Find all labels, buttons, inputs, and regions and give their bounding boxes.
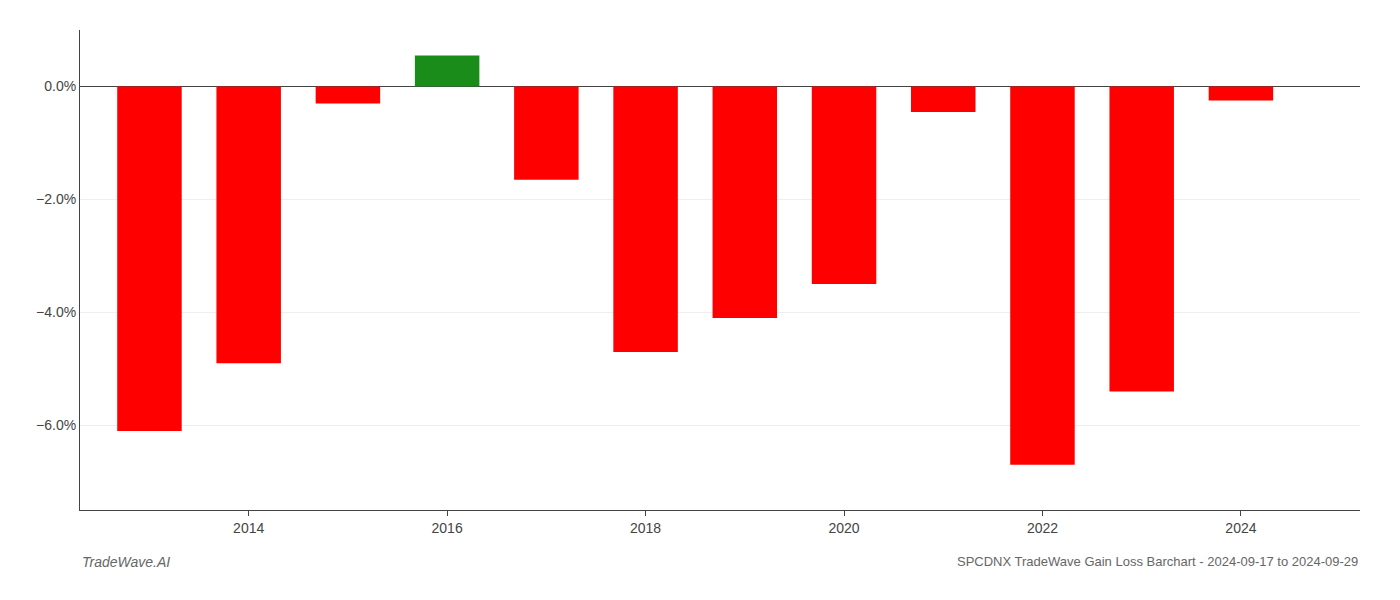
svg-text:2020: 2020	[828, 520, 859, 536]
svg-text:2014: 2014	[233, 520, 264, 536]
svg-text:2022: 2022	[1027, 520, 1058, 536]
svg-text:2024: 2024	[1225, 520, 1256, 536]
svg-text:−2.0%: −2.0%	[36, 191, 76, 207]
svg-text:2018: 2018	[630, 520, 661, 536]
svg-text:SPCDNX TradeWave Gain Loss Bar: SPCDNX TradeWave Gain Loss Barchart - 20…	[957, 554, 1358, 569]
svg-text:0.0%: 0.0%	[44, 78, 76, 94]
svg-text:−4.0%: −4.0%	[36, 304, 76, 320]
svg-text:TradeWave.AI: TradeWave.AI	[82, 554, 170, 570]
svg-text:−6.0%: −6.0%	[36, 417, 76, 433]
svg-text:2016: 2016	[432, 520, 463, 536]
